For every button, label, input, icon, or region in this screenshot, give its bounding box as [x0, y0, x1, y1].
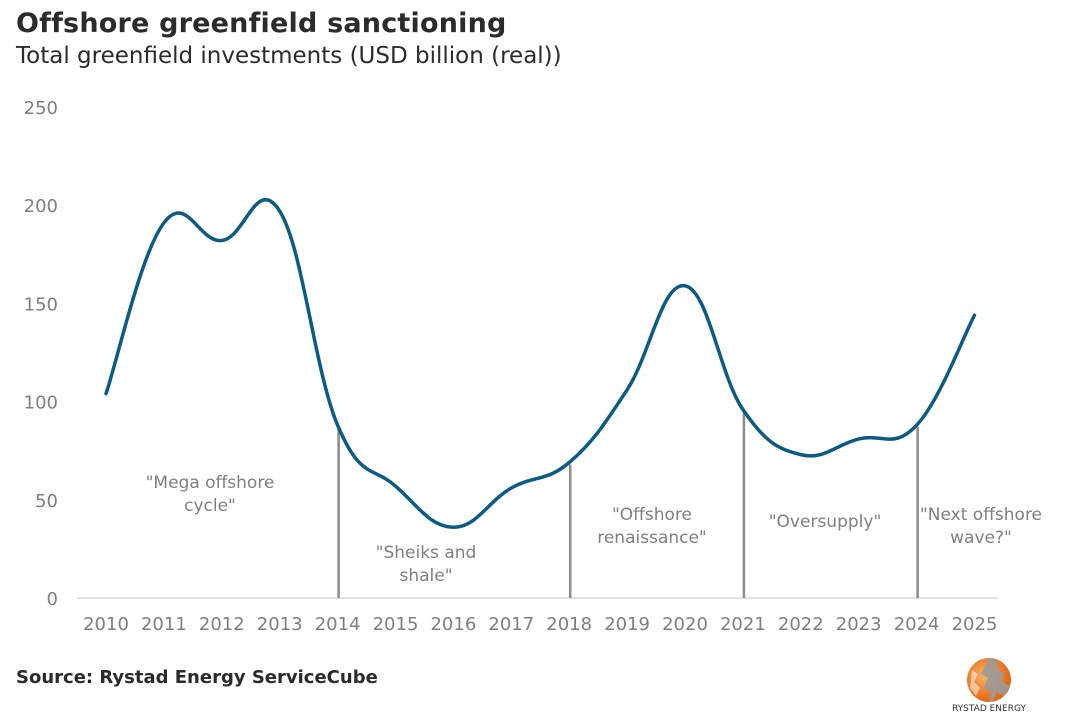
x-tick-label: 2020: [662, 614, 708, 635]
period-annotation: "Mega offshore cycle": [146, 473, 275, 516]
period-annotations: "Mega offshore cycle" "Sheiks and shale" "Of…: [146, 473, 1042, 586]
x-tick-label: 2022: [778, 614, 824, 635]
period-annotation: "Sheiks and shale": [376, 543, 477, 586]
annotation-line: shale": [399, 566, 452, 586]
annotation-line: wave?": [950, 528, 1012, 548]
x-tick-label: 2018: [546, 614, 592, 635]
annotation-line: "Oversupply": [769, 512, 882, 532]
rystad-energy-logo: RYSTAD ENERGY: [944, 656, 1034, 719]
annotation-line: cycle": [184, 496, 236, 516]
y-tick-label: 150: [24, 294, 58, 315]
y-tick-label: 200: [24, 196, 58, 217]
period-annotation: "Next offshore wave?": [920, 505, 1042, 548]
annotation-line: "Sheiks and: [376, 543, 477, 563]
annotation-line: renaissance": [597, 528, 707, 548]
y-axis-ticks: 0 50 100 150 200 250: [24, 98, 58, 610]
x-tick-label: 2010: [83, 614, 129, 635]
series-line-total-greenfield-investments: [104, 198, 977, 530]
y-tick-label: 0: [47, 589, 58, 610]
annotation-line: "Offshore: [612, 505, 692, 525]
annotation-line: "Next offshore: [920, 505, 1042, 525]
period-annotation: "Oversupply": [769, 512, 882, 532]
period-annotation: "Offshore renaissance": [597, 505, 707, 548]
x-tick-label: 2016: [430, 614, 476, 635]
x-tick-label: 2015: [373, 614, 419, 635]
x-axis-ticks: 2010 2011 2012 2013 2014 2015 2016 2017 2018 2019…: [83, 614, 997, 635]
x-tick-label: 2014: [315, 614, 361, 635]
x-tick-label: 2012: [199, 614, 245, 635]
x-tick-label: 2017: [488, 614, 534, 635]
y-tick-label: 250: [24, 98, 58, 119]
x-tick-label: 2011: [141, 614, 187, 635]
x-tick-label: 2025: [952, 614, 998, 635]
period-dividers: [337, 411, 919, 598]
x-tick-label: 2013: [257, 614, 303, 635]
y-tick-label: 100: [24, 393, 58, 414]
x-tick-label: 2024: [894, 614, 940, 635]
annotation-line: "Mega offshore: [146, 473, 275, 493]
x-tick-label: 2021: [720, 614, 766, 635]
logo-text: RYSTAD ENERGY: [951, 704, 1027, 714]
source-note: Source: Rystad Energy ServiceCube: [16, 667, 378, 688]
chart-title: Offshore greenfield sanctioning: [16, 8, 507, 39]
x-tick-label: 2023: [836, 614, 882, 635]
x-tick-label: 2019: [604, 614, 650, 635]
y-tick-label: 50: [35, 491, 58, 512]
chart-subtitle: Total greenfield investments (USD billio…: [16, 43, 562, 69]
globe-icon: [967, 658, 1011, 702]
